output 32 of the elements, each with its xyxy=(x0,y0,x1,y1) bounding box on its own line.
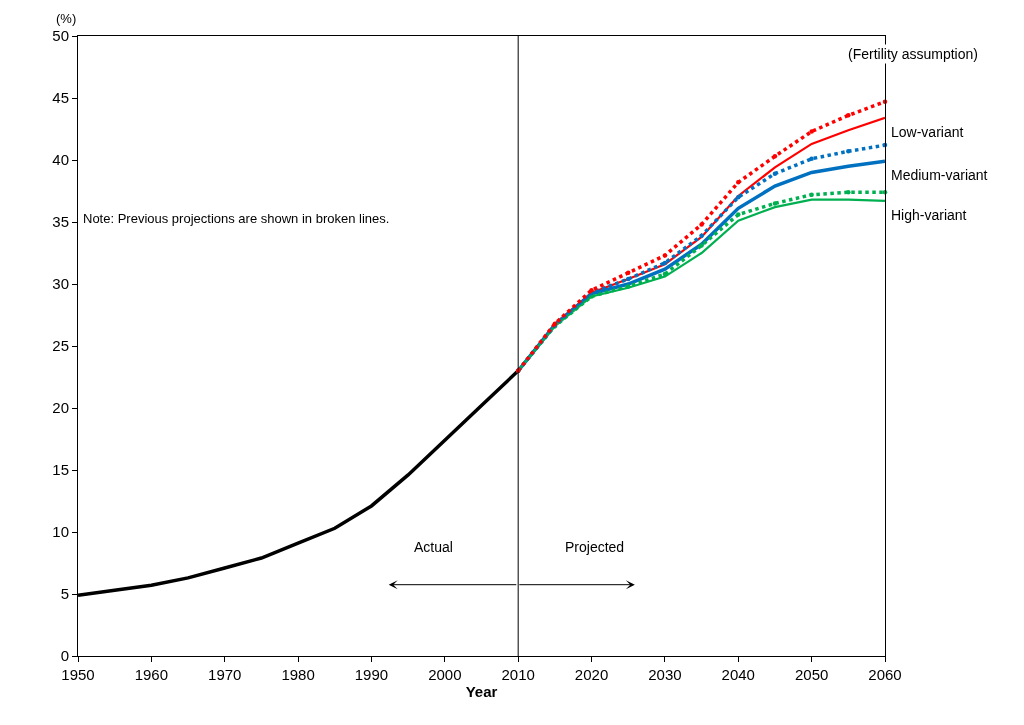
x-tick-label: 2050 xyxy=(794,666,829,683)
annotation: (Fertility assumption) xyxy=(848,46,978,62)
y-tick-label: 15 xyxy=(52,461,69,479)
x-tick-label: 2040 xyxy=(721,666,755,683)
y-tick-label: 25 xyxy=(52,337,69,355)
y-tick-label: 45 xyxy=(52,89,69,107)
series-label: High-variant xyxy=(891,207,967,223)
x-axis-title: Year xyxy=(465,683,498,700)
y-tick-label: 40 xyxy=(52,151,69,169)
y-tick-label: 20 xyxy=(52,399,69,417)
x-tick-label: 2010 xyxy=(501,666,535,683)
annotation: Note: Previous projections are shown in broken lines. xyxy=(83,211,390,226)
x-tick-label: 1980 xyxy=(281,666,315,683)
y-tick-label: 5 xyxy=(60,585,69,603)
x-tick-label: 1970 xyxy=(208,666,242,683)
annotation: Actual xyxy=(414,539,453,555)
x-tick-label: 2000 xyxy=(428,666,462,683)
x-tick-label: 1950 xyxy=(61,666,95,683)
y-tick-label: 50 xyxy=(52,27,69,45)
y-tick-label: 10 xyxy=(52,523,69,541)
series-label: Medium-variant xyxy=(891,167,988,183)
x-tick-label: 1990 xyxy=(354,666,389,683)
x-tick-label: 2030 xyxy=(648,666,682,683)
y-tick-label: 35 xyxy=(52,213,69,231)
y-tick-label: 30 xyxy=(52,275,69,293)
series-label: Low-variant xyxy=(891,124,964,140)
x-tick-label: 2020 xyxy=(574,666,609,683)
x-tick-label: 2060 xyxy=(868,666,902,683)
x-tick-label: 1960 xyxy=(134,666,169,683)
annotation: Projected xyxy=(565,539,625,555)
y-tick-label: 0 xyxy=(60,647,69,665)
y-axis-title: (%) xyxy=(56,11,77,26)
